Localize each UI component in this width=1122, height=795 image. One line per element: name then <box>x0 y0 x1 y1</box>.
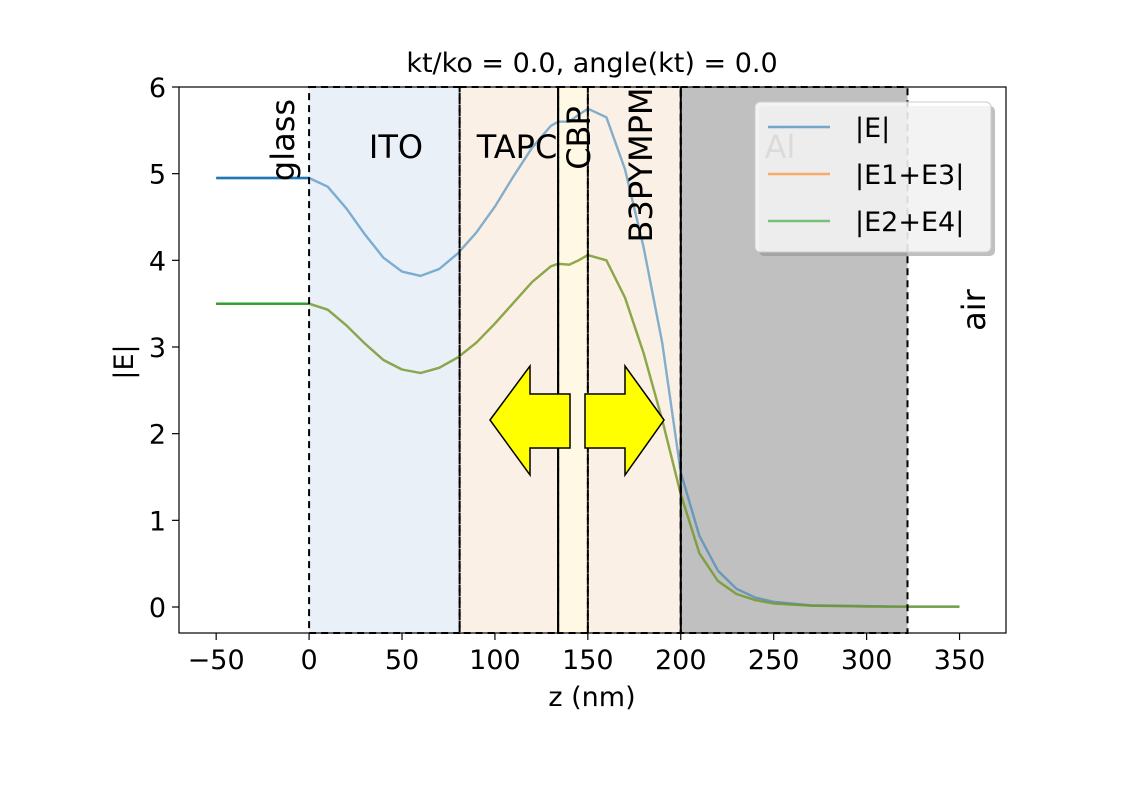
x-tick-label: 0 <box>300 645 317 676</box>
series-line-0 <box>216 107 960 608</box>
x-tick-label: −50 <box>188 645 245 676</box>
series-line-2 <box>216 253 960 608</box>
y-axis-label: |E| <box>109 344 140 379</box>
y-tick-label: 0 <box>149 593 166 624</box>
legend-label: |E2+E4| <box>855 207 964 238</box>
y-tick-label: 1 <box>149 506 166 537</box>
layer-label-tapc: TAPC <box>476 128 558 166</box>
layer-band-cbp <box>558 87 588 633</box>
legend-box <box>754 101 992 253</box>
x-tick-label: 250 <box>748 645 800 676</box>
x-tick-label: 50 <box>385 645 419 676</box>
layer-label-b3pympm: B3PYMPM <box>622 88 660 243</box>
x-tick-label: 200 <box>655 645 707 676</box>
series-lines <box>216 107 960 608</box>
legend: |E| |E1+E3| |E2+E4| <box>754 101 995 256</box>
annotation-arrows <box>489 363 665 478</box>
x-tick-label: 300 <box>841 645 893 676</box>
y-tick-label: 4 <box>149 246 166 277</box>
legend-label: |E1+E3| <box>855 160 964 191</box>
arrow-right-shape <box>584 363 665 478</box>
plot-frame <box>178 86 1007 634</box>
y-tick-label: 3 <box>149 333 166 364</box>
arrow-left-shape <box>489 363 571 478</box>
y-tick-label: 5 <box>149 160 166 191</box>
x-tick-label: 350 <box>934 645 986 676</box>
x-tick-label: 150 <box>562 645 614 676</box>
y-tick-label: 6 <box>149 73 166 104</box>
layer-label-glass: glass <box>264 99 302 181</box>
chart-title: kt/ko = 0.0, angle(kt) = 0.0 <box>406 48 777 79</box>
layer-band-tapc <box>459 87 559 633</box>
y-tick-label: 2 <box>149 420 166 451</box>
legend-label: |E| <box>855 113 890 144</box>
layer-label-cbp: CBP <box>560 106 598 170</box>
y-axis-ticks: 0 1 2 3 4 5 6 <box>149 73 179 624</box>
x-tick-label: 100 <box>469 645 521 676</box>
legend-entries: |E| |E1+E3| |E2+E4| <box>768 113 964 238</box>
layer-label-ito: ITO <box>369 128 423 166</box>
layer-label-air: air <box>955 288 993 331</box>
x-axis-label: z (nm) <box>548 682 635 713</box>
x-axis-ticks: −50 0 50 100 150 200 250 300 350 <box>188 633 986 676</box>
